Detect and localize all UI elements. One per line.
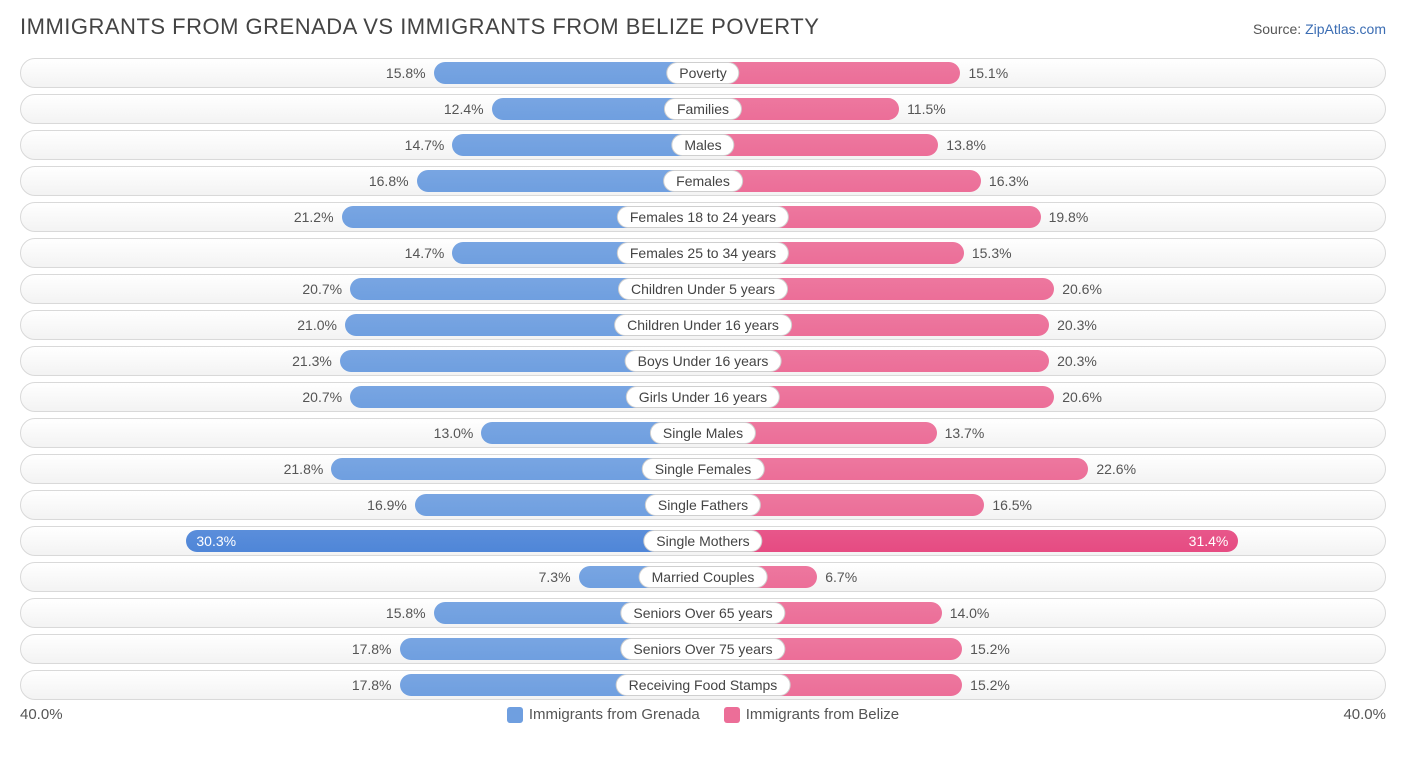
chart-row: 30.3%31.4%Single Mothers [20,526,1386,556]
value-left: 30.3% [186,527,703,555]
chart-row: 17.8% 15.2% Seniors Over 75 years [20,634,1386,664]
chart-row: 21.2% 19.8% Females 18 to 24 years [20,202,1386,232]
bar-left [417,170,703,192]
chart-row: 21.8% 22.6% Single Females [20,454,1386,484]
bar-right [703,170,981,192]
value-right: 20.6% [1054,275,1102,303]
value-right: 16.5% [984,491,1032,519]
legend-label-left: Immigrants from Grenada [529,706,700,723]
category-label: Females 18 to 24 years [617,206,789,228]
chart-header: IMMIGRANTS FROM GRENADA VS IMMIGRANTS FR… [20,14,1386,40]
legend-item-right: Immigrants from Belize [724,706,899,723]
category-label: Poverty [666,62,739,84]
chart-row: 20.7% 20.6% Girls Under 16 years [20,382,1386,412]
chart-row: 17.8% 15.2% Receiving Food Stamps [20,670,1386,700]
value-right: 20.6% [1054,383,1102,411]
category-label: Married Couples [639,566,768,588]
value-right: 15.2% [962,671,1010,699]
value-left: 16.8% [369,167,417,195]
category-label: Children Under 16 years [614,314,792,336]
chart-row: 15.8% 14.0% Seniors Over 65 years [20,598,1386,628]
category-label: Girls Under 16 years [626,386,780,408]
value-right: 14.0% [942,599,990,627]
legend: Immigrants from Grenada Immigrants from … [507,706,899,723]
legend-swatch-left [507,707,523,723]
value-left: 17.8% [352,635,400,663]
category-label: Seniors Over 75 years [620,638,785,660]
chart-title: IMMIGRANTS FROM GRENADA VS IMMIGRANTS FR… [20,14,819,40]
value-left: 21.0% [297,311,345,339]
bar-right [703,62,960,84]
value-right: 15.3% [964,239,1012,267]
value-right: 31.4% [703,527,1238,555]
diverging-bar-chart: 15.8% 15.1% Poverty 12.4% 11.5% Families 14.7%… [20,58,1386,700]
chart-row: 15.8% 15.1% Poverty [20,58,1386,88]
source-link[interactable]: ZipAtlas.com [1305,21,1386,37]
chart-row: 20.7% 20.6% Children Under 5 years [20,274,1386,304]
legend-label-right: Immigrants from Belize [746,706,899,723]
source-attribution: Source: ZipAtlas.com [1253,21,1386,37]
value-left: 20.7% [302,383,350,411]
chart-row: 12.4% 11.5% Families [20,94,1386,124]
value-right: 15.2% [962,635,1010,663]
chart-row: 21.0% 20.3% Children Under 16 years [20,310,1386,340]
chart-row: 7.3% 6.7% Married Couples [20,562,1386,592]
value-left: 21.2% [294,203,342,231]
value-left: 16.9% [367,491,415,519]
axis-max-right: 40.0% [1343,706,1386,723]
legend-item-left: Immigrants from Grenada [507,706,700,723]
value-left: 21.3% [292,347,340,375]
chart-row: 14.7% 13.8% Males [20,130,1386,160]
chart-row: 21.3% 20.3% Boys Under 16 years [20,346,1386,376]
chart-row: 16.8% 16.3% Females [20,166,1386,196]
value-left: 17.8% [352,671,400,699]
value-right: 19.8% [1041,203,1089,231]
value-right: 13.8% [938,131,986,159]
value-right: 11.5% [899,95,946,123]
category-label: Single Mothers [643,530,762,552]
value-right: 20.3% [1049,311,1097,339]
chart-row: 16.9% 16.5% Single Fathers [20,490,1386,520]
category-label: Children Under 5 years [618,278,788,300]
bar-left [434,62,703,84]
category-label: Single Females [642,458,765,480]
value-right: 6.7% [817,563,857,591]
source-prefix: Source: [1253,21,1305,37]
chart-row: 13.0% 13.7% Single Males [20,418,1386,448]
chart-row: 14.7% 15.3% Females 25 to 34 years [20,238,1386,268]
category-label: Seniors Over 65 years [620,602,785,624]
axis-max-left: 40.0% [20,706,63,723]
legend-swatch-right [724,707,740,723]
value-left: 14.7% [405,131,453,159]
category-label: Males [671,134,734,156]
value-left: 14.7% [405,239,453,267]
bar-left [452,134,703,156]
value-right: 22.6% [1088,455,1136,483]
category-label: Receiving Food Stamps [616,674,791,696]
value-right: 13.7% [937,419,985,447]
bar-right [703,134,938,156]
value-right: 16.3% [981,167,1029,195]
category-label: Boys Under 16 years [625,350,782,372]
chart-footer: 40.0% Immigrants from Grenada Immigrants… [20,706,1386,723]
category-label: Females [663,170,743,192]
category-label: Single Fathers [645,494,761,516]
value-left: 15.8% [386,59,434,87]
value-left: 7.3% [539,563,579,591]
value-left: 20.7% [302,275,350,303]
category-label: Females 25 to 34 years [617,242,789,264]
category-label: Single Males [650,422,756,444]
value-left: 15.8% [386,599,434,627]
value-left: 13.0% [434,419,482,447]
category-label: Families [664,98,742,120]
value-left: 21.8% [284,455,332,483]
value-right: 20.3% [1049,347,1097,375]
value-left: 12.4% [444,95,492,123]
value-right: 15.1% [960,59,1008,87]
